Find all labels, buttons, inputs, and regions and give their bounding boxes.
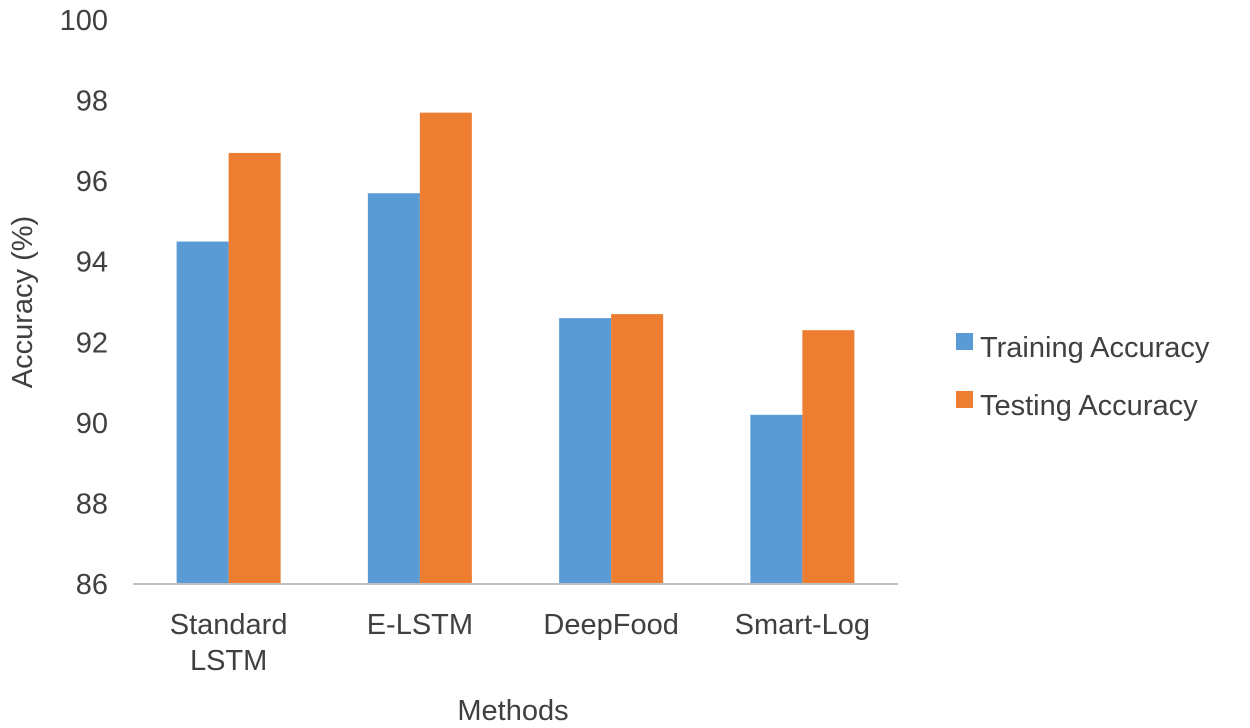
bar-testing-accuracy [802,330,855,584]
bar-training-accuracy [559,318,612,584]
bars [176,112,855,585]
legend: Training Accuracy Testing Accuracy [956,332,1210,422]
y-tick-label: 96 [76,166,108,198]
y-tick-label: 100 [60,5,108,37]
x-tick-label: Smart-Log [735,609,870,641]
y-tick-label: 98 [76,86,108,118]
y-tick-label: 86 [76,569,108,601]
y-axis-ticks: 86 88 90 92 94 96 98 100 [60,5,108,601]
y-tick-label: 90 [76,408,108,440]
bar-testing-accuracy [228,152,281,584]
y-tick-label: 94 [76,247,108,279]
x-tick-label: DeepFood [543,609,678,641]
y-tick-label: 88 [76,488,108,520]
legend-swatch [956,391,973,408]
bar-testing-accuracy [419,112,472,585]
bar-training-accuracy [367,193,420,584]
bar-training-accuracy [176,241,229,585]
y-axis-title: Accuracy (%) [7,216,39,388]
x-tick-label: E-LSTM [367,609,473,641]
legend-label: Training Accuracy [980,332,1210,364]
x-axis-ticks: Standard LSTM E-LSTM DeepFood Smart-Log [170,609,870,677]
x-axis-title: Methods [457,695,568,727]
legend-swatch [956,333,973,350]
y-tick-label: 92 [76,327,108,359]
legend-label: Testing Accuracy [980,390,1198,422]
x-tick-label: Standard LSTM [170,609,288,677]
bar-testing-accuracy [611,314,664,584]
bar-training-accuracy [750,414,803,584]
